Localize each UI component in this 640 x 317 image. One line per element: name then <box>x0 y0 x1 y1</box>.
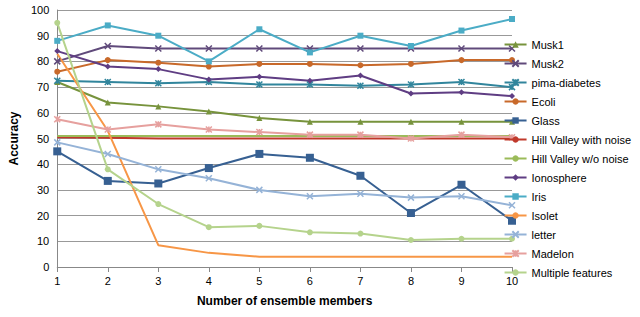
svg-text:50: 50 <box>37 133 49 145</box>
svg-text:Ionosphere: Ionosphere <box>532 172 587 184</box>
svg-text:pima-diabetes: pima-diabetes <box>532 77 602 89</box>
svg-text:40: 40 <box>37 158 49 170</box>
svg-text:letter: letter <box>532 229 557 241</box>
svg-text:10: 10 <box>506 275 518 287</box>
svg-text:7: 7 <box>357 275 363 287</box>
svg-text:20: 20 <box>37 210 49 222</box>
svg-text:Musk1: Musk1 <box>532 39 564 51</box>
svg-text:90: 90 <box>37 30 49 42</box>
svg-text:Number of ensemble members: Number of ensemble members <box>197 294 373 308</box>
svg-text:Madelon: Madelon <box>532 248 574 260</box>
svg-text:100: 100 <box>31 4 49 16</box>
svg-text:2: 2 <box>105 275 111 287</box>
svg-text:Hill Valley w/o noise: Hill Valley w/o noise <box>532 153 629 165</box>
svg-text:70: 70 <box>37 81 49 93</box>
svg-text:Musk2: Musk2 <box>532 58 564 70</box>
svg-text:Iris: Iris <box>532 191 547 203</box>
svg-text:Isolet: Isolet <box>532 210 558 222</box>
svg-text:5: 5 <box>256 275 262 287</box>
svg-text:10: 10 <box>37 235 49 247</box>
svg-text:Glass: Glass <box>532 115 561 127</box>
svg-text:3: 3 <box>155 275 161 287</box>
svg-text:6: 6 <box>307 275 313 287</box>
svg-text:9: 9 <box>458 275 464 287</box>
svg-text:4: 4 <box>206 275 212 287</box>
svg-text:Multiple features: Multiple features <box>532 267 613 279</box>
svg-text:8: 8 <box>408 275 414 287</box>
svg-text:60: 60 <box>37 107 49 119</box>
svg-text:0: 0 <box>43 261 49 273</box>
svg-text:30: 30 <box>37 184 49 196</box>
svg-text:1: 1 <box>54 275 60 287</box>
svg-text:Ecoli: Ecoli <box>532 96 556 108</box>
svg-text:Hill Valley with noise: Hill Valley with noise <box>532 134 631 146</box>
svg-text:80: 80 <box>37 55 49 67</box>
svg-text:Accuracy: Accuracy <box>7 111 21 165</box>
